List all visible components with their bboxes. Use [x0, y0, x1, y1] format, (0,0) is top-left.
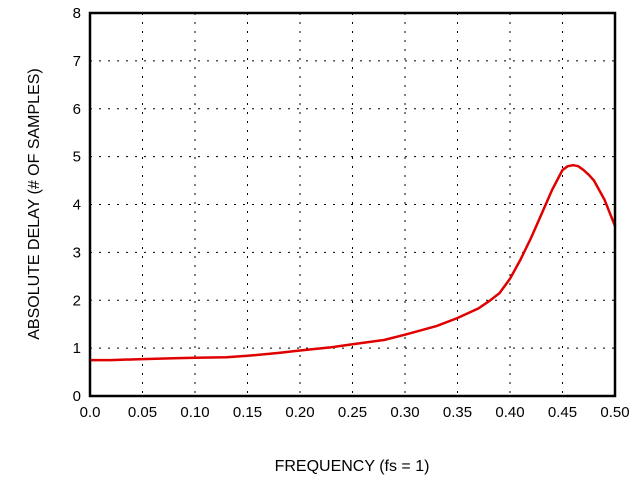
x-tick-label: 0.25: [338, 404, 367, 421]
x-tick-label: 0.30: [390, 404, 419, 421]
x-tick-label: 0.15: [233, 404, 262, 421]
plot-frame: [88, 11, 617, 398]
y-tick-labels: 0 1 2 3 4 5 6 7 8: [73, 5, 81, 405]
y-tick-label: 4: [73, 197, 81, 214]
x-tick-label: 0.05: [128, 404, 157, 421]
series-line-1: [88, 163, 617, 362]
y-tick-label: 6: [73, 101, 81, 118]
y-tick-label: 5: [73, 149, 81, 166]
y-tick-label: 1: [73, 340, 81, 357]
y-tick-label: 2: [73, 292, 81, 309]
x-tick-label: 0.20: [285, 404, 314, 421]
x-tick-labels: 0.0 0.05 0.10 0.15 0.20 0.25 0.30 0.35 0.40 0.45 0…: [80, 404, 630, 421]
y-tick-label: 0: [73, 388, 81, 405]
grid-lines: [90, 13, 615, 396]
y-tick-label: 3: [73, 244, 81, 261]
x-tick-label: 0.35: [443, 404, 472, 421]
x-tick-label: 0.0: [80, 404, 101, 421]
y-tick-label: 8: [73, 5, 81, 22]
x-tick-label: 0.50: [600, 404, 629, 421]
y-axis-title: ABSOLUTE DELAY (# OF SAMPLES): [26, 68, 43, 340]
x-tick-label: 0.40: [495, 404, 524, 421]
x-tick-label: 0.10: [180, 404, 209, 421]
y-tick-label: 7: [73, 53, 81, 70]
x-axis-title: FREQUENCY (fs = 1): [275, 458, 430, 475]
series-group: [88, 163, 617, 362]
x-tick-label: 0.45: [548, 404, 577, 421]
